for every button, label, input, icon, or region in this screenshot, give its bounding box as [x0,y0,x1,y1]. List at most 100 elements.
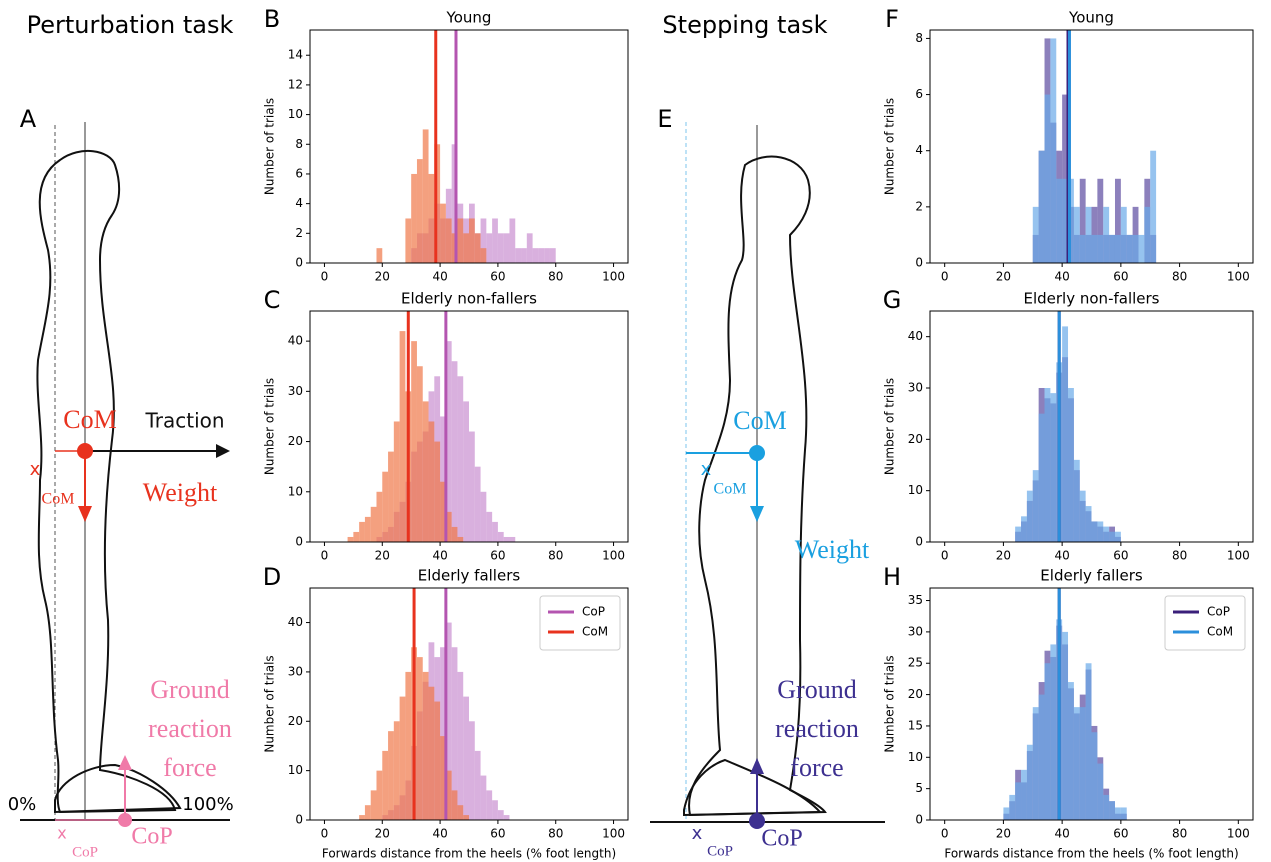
y-tick-label: 6 [295,166,303,180]
panel-label: A [20,105,37,133]
bar [474,233,481,263]
legend-label: CoM [582,625,608,639]
bar [440,416,446,542]
y-tick-label: 20 [288,434,303,448]
bar [1073,206,1080,263]
x-label: x [701,459,712,480]
bar [1097,234,1104,263]
x-tick-label: 20 [996,270,1011,284]
bar [445,511,452,542]
x-tick-label: 20 [375,827,390,841]
panel-label: D [263,563,281,591]
x-tick-label: 100 [1227,270,1250,284]
x-tick-label: 0 [941,827,949,841]
axes-frame [929,587,1254,821]
bar [451,647,458,820]
com-dot [77,443,93,459]
bar [376,770,383,820]
y-tick-label: 10 [908,750,923,764]
y-tick-label: 0 [295,535,303,549]
bar [353,531,360,542]
grf-label: reaction [148,714,232,743]
x-tick-label: 40 [1054,827,1069,841]
bar [440,481,446,542]
x-tick-label: 60 [490,549,505,563]
heading: Perturbation task [27,11,234,39]
heading: Stepping task [662,11,827,39]
y-tick-label: 20 [908,687,923,701]
bar [1079,178,1086,263]
bar [376,491,383,542]
bar [370,506,377,542]
bar [359,521,365,542]
axes-frame [309,29,629,264]
bar [1015,782,1022,820]
bar [457,376,464,542]
x-axis-label: Forwards distance from the heels (% foot… [944,847,1238,861]
histogram-chart: 0 20 40 60 80 100 0 2 4 6 8 Young F Number of trials [883,5,1254,284]
bar [1091,521,1098,542]
y-tick-label: 12 [288,77,303,91]
bar [497,531,504,542]
bar [1032,707,1039,820]
y-tick-label: 4 [295,196,303,210]
axes-frame [309,587,629,821]
bar [1079,490,1086,542]
bar [393,421,400,542]
bar [1009,794,1016,820]
y-tick-label: 0 [915,256,923,270]
bar [1050,644,1057,820]
bar [549,248,556,263]
x-tick-label: 80 [1172,827,1187,841]
bar [399,696,406,820]
y-axis-label: Number of trials [883,98,897,195]
y-tick-label: 6 [915,87,923,101]
bar [1109,234,1115,263]
arrowhead [750,506,764,522]
bar [445,218,452,263]
bar [1015,526,1022,542]
bar [1120,206,1127,263]
bar [1138,234,1145,263]
bar [434,701,441,820]
cop-label: CoP [761,826,802,852]
grf-label: reaction [775,714,859,743]
bar [463,696,469,820]
bar [411,341,417,542]
bar [405,218,412,263]
x-label: x [30,459,41,480]
bar [364,516,371,542]
bar [422,401,429,542]
bar [1085,506,1092,542]
y-tick-label: 0 [915,535,923,549]
hundred-label: 100% [182,794,233,815]
chart-title: Elderly fallers [418,567,521,585]
bar [440,203,446,263]
stepping-diagram: Stepping task E CoM x CoM Weight Ground … [650,11,885,859]
panel-label: H [883,563,901,591]
bar [347,536,354,542]
y-tick-label: 2 [915,199,923,213]
x-tick-label: 40 [1054,549,1069,563]
bar [480,775,487,820]
x-tick-label: 100 [602,270,625,284]
histogram-chart: 0 20 40 60 80 100 0 10 20 30 40 Elderly non-fallers… [883,286,1254,563]
arrowhead [78,506,92,522]
histogram-chart: 0 20 40 60 80 100 0 10 20 30 40 Elderly non-fallers… [263,286,629,563]
bar [457,536,464,542]
x-tick-label: 60 [1113,827,1128,841]
bar [1062,326,1069,542]
bar [1150,150,1157,263]
panel-label: C [264,286,281,314]
bar [1068,682,1074,820]
y-tick-label: 10 [288,107,303,121]
bar [399,331,406,542]
x-tick-label: 100 [1227,827,1250,841]
bar [1079,707,1086,820]
bar [1044,388,1051,542]
bar [1068,388,1074,542]
bar [1079,234,1086,263]
bar [382,750,389,820]
bar [416,657,423,820]
bar [445,622,452,820]
